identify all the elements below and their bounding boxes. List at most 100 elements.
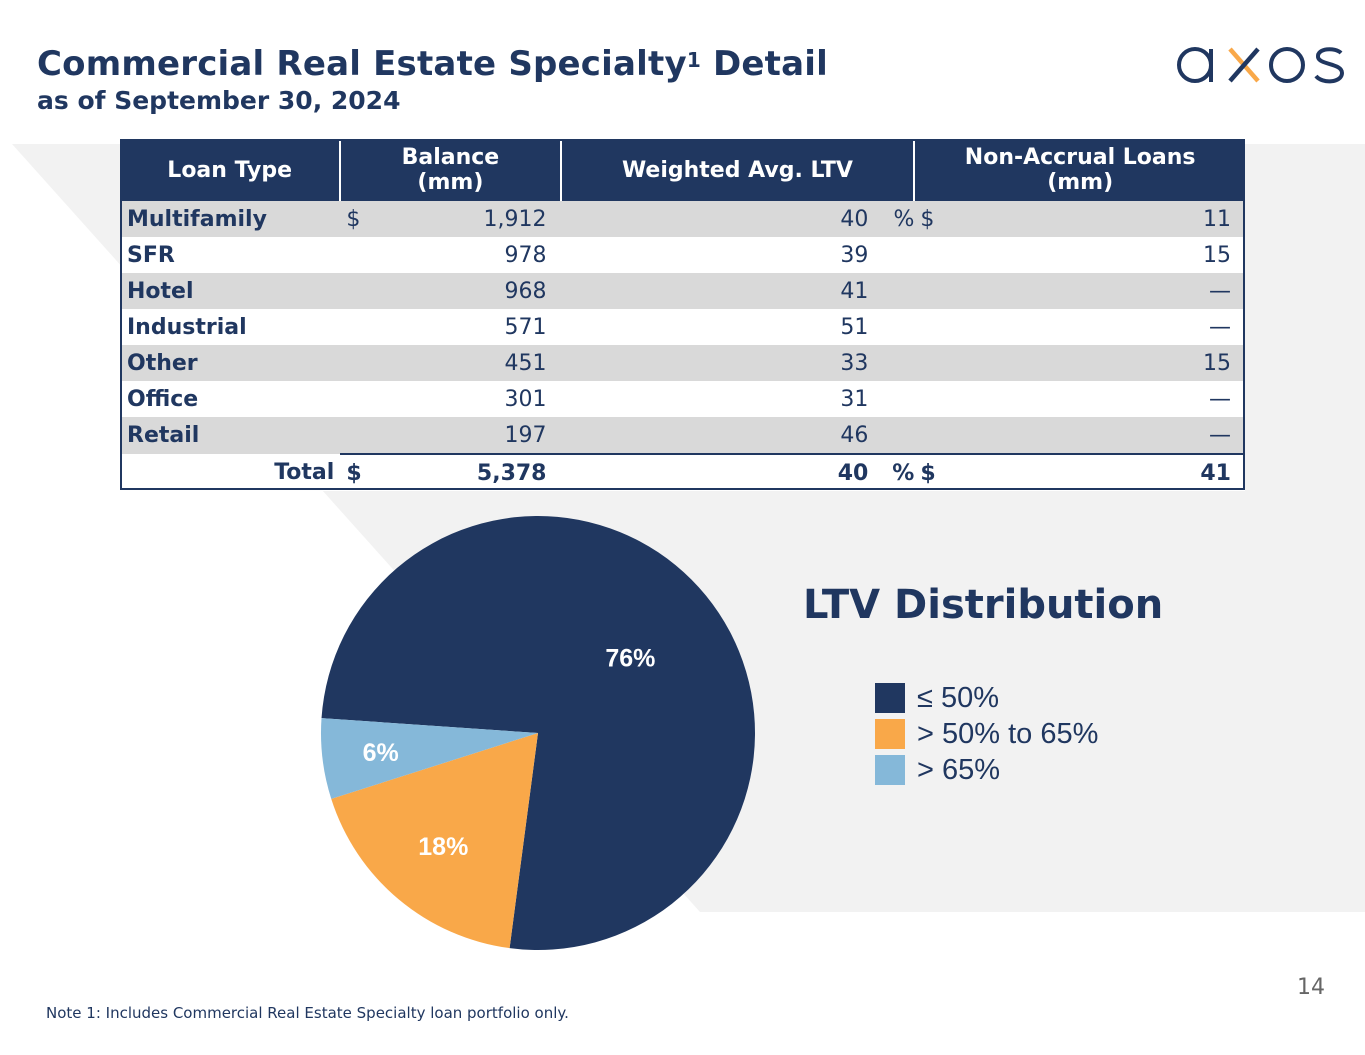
- balance-value: 1,912: [483, 206, 547, 232]
- balance-cell: 968: [340, 273, 561, 309]
- loan-type-label: Other: [127, 350, 198, 376]
- balance-currency: $: [346, 206, 361, 232]
- col-header-balance: Balance (mm): [339, 139, 561, 201]
- balance-cell: $5,378: [340, 453, 561, 491]
- loan-type-cell: Industrial: [120, 309, 341, 345]
- pie-slice: [321, 718, 538, 799]
- ltv-value: 39: [840, 242, 869, 268]
- loan-type-label: Hotel: [127, 278, 194, 304]
- non-accrual-cell: —: [914, 309, 1245, 345]
- non-accrual-cell: 15: [914, 345, 1245, 381]
- pie-slice: [321, 516, 755, 950]
- balance-cell: 301: [340, 381, 561, 417]
- non-accrual-value: 15: [1203, 350, 1231, 376]
- ltv-cell: 51: [560, 309, 915, 345]
- legend-item: > 50% to 65%: [875, 716, 1098, 752]
- loan-type-label: Industrial: [127, 314, 247, 340]
- pie-slice-label: 6%: [363, 739, 399, 767]
- loan-type-label: Multifamily: [127, 206, 267, 232]
- loan-type-cell: Other: [120, 345, 341, 381]
- non-accrual-value: 41: [1200, 460, 1231, 486]
- ltv-cell: 31: [560, 381, 915, 417]
- ltv-cell: 40%: [560, 201, 915, 237]
- legend-label: > 65%: [917, 753, 1001, 786]
- loan-type-cell: Office: [120, 381, 341, 417]
- loan-table: Loan Type Balance (mm) Weighted Avg. LTV…: [120, 139, 1245, 491]
- non-accrual-value: 15: [1203, 242, 1231, 268]
- loan-type-label: Retail: [127, 423, 200, 448]
- ltv-cell: 46: [560, 417, 915, 454]
- balance-value: 571: [504, 314, 547, 340]
- table-header-row: Loan Type Balance (mm) Weighted Avg. LTV…: [120, 139, 1245, 201]
- ltv-value: 51: [840, 314, 869, 340]
- non-accrual-cell: 15: [914, 237, 1245, 273]
- loan-type-cell: Total: [120, 454, 341, 491]
- col-header-loan-type: Loan Type: [120, 139, 341, 201]
- balance-value: 451: [504, 350, 547, 376]
- ltv-cell: 39: [560, 237, 915, 273]
- balance-currency: $: [346, 460, 362, 486]
- ltv-cell: 41: [560, 273, 915, 309]
- legend-label: > 50% to 65%: [917, 717, 1099, 750]
- ltv-value: 31: [840, 386, 869, 412]
- balance-cell: 197: [340, 417, 561, 454]
- non-accrual-value: —: [1209, 314, 1231, 340]
- non-accrual-cell: —: [914, 273, 1245, 309]
- col-header-non-accrual: Non-Accrual Loans (mm): [913, 139, 1245, 201]
- table-total-row: Total $5,378 40% $41: [120, 453, 1245, 491]
- balance-cell: 571: [340, 309, 561, 345]
- ltv-value: 40: [837, 460, 869, 486]
- legend-item: ≤ 50%: [875, 680, 1098, 716]
- balance-value: 301: [504, 386, 547, 412]
- table-row: Retail 197 46 —: [120, 417, 1245, 454]
- non-accrual-cell: —: [914, 381, 1245, 417]
- legend-item: > 65%: [875, 752, 1098, 788]
- loan-type-cell: SFR: [120, 237, 341, 273]
- loan-type-label: SFR: [127, 242, 175, 268]
- balance-value: 5,378: [476, 460, 547, 486]
- col-header-ltv: Weighted Avg. LTV: [559, 139, 915, 201]
- ltv-value: 40: [840, 206, 869, 232]
- non-accrual-cell: $41: [914, 453, 1245, 491]
- table-row: Office 301 31 —: [120, 381, 1245, 417]
- ltv-cell: 40%: [560, 453, 915, 491]
- ltv-value: 41: [840, 278, 869, 304]
- page-number: 14: [1297, 975, 1325, 1000]
- balance-cell: $1,912: [340, 201, 561, 237]
- footnote: Note 1: Includes Commercial Real Estate …: [46, 1004, 569, 1022]
- non-accrual-value: —: [1209, 386, 1231, 412]
- balance-cell: 451: [340, 345, 561, 381]
- legend-swatch: [875, 719, 905, 749]
- legend-swatch: [875, 683, 905, 713]
- balance-value: 978: [504, 242, 547, 268]
- loan-type-cell: Hotel: [120, 273, 341, 309]
- ltv-value: 46: [840, 422, 869, 448]
- loan-type-label: Office: [127, 386, 199, 412]
- non-accrual-cell: —: [914, 417, 1245, 454]
- ltv-cell: 33: [560, 345, 915, 381]
- page-subtitle: as of September 30, 2024: [37, 86, 401, 115]
- ltv-percent-sign: %: [892, 460, 915, 486]
- non-accrual-value: —: [1209, 278, 1231, 304]
- table-row: Multifamily $1,912 40% $11: [120, 201, 1245, 237]
- total-label: Total: [274, 460, 335, 485]
- balance-cell: 978: [340, 237, 561, 273]
- pie-slice-label: 76%: [605, 644, 655, 672]
- non-accrual-value: 11: [1203, 206, 1231, 232]
- loan-type-cell: Multifamily: [120, 201, 341, 237]
- non-accrual-currency: $: [920, 206, 935, 232]
- chart-title: LTV Distribution: [803, 582, 1164, 628]
- balance-value: 197: [504, 422, 547, 448]
- balance-value: 968: [504, 278, 547, 304]
- page-title: Commercial Real Estate Specialty1 Detail: [37, 44, 828, 84]
- axos-logo: [1177, 47, 1345, 84]
- legend-label: ≤ 50%: [917, 681, 1000, 714]
- pie-slice-label: 18%: [418, 833, 468, 861]
- ltv-value: 33: [840, 350, 869, 376]
- legend-swatch: [875, 755, 905, 785]
- table-row: Industrial 571 51 —: [120, 309, 1245, 345]
- ltv-percent-sign: %: [893, 206, 915, 232]
- non-accrual-value: —: [1209, 422, 1231, 448]
- non-accrual-currency: $: [920, 460, 936, 486]
- chart-legend: ≤ 50% > 50% to 65% > 65%: [875, 680, 1098, 788]
